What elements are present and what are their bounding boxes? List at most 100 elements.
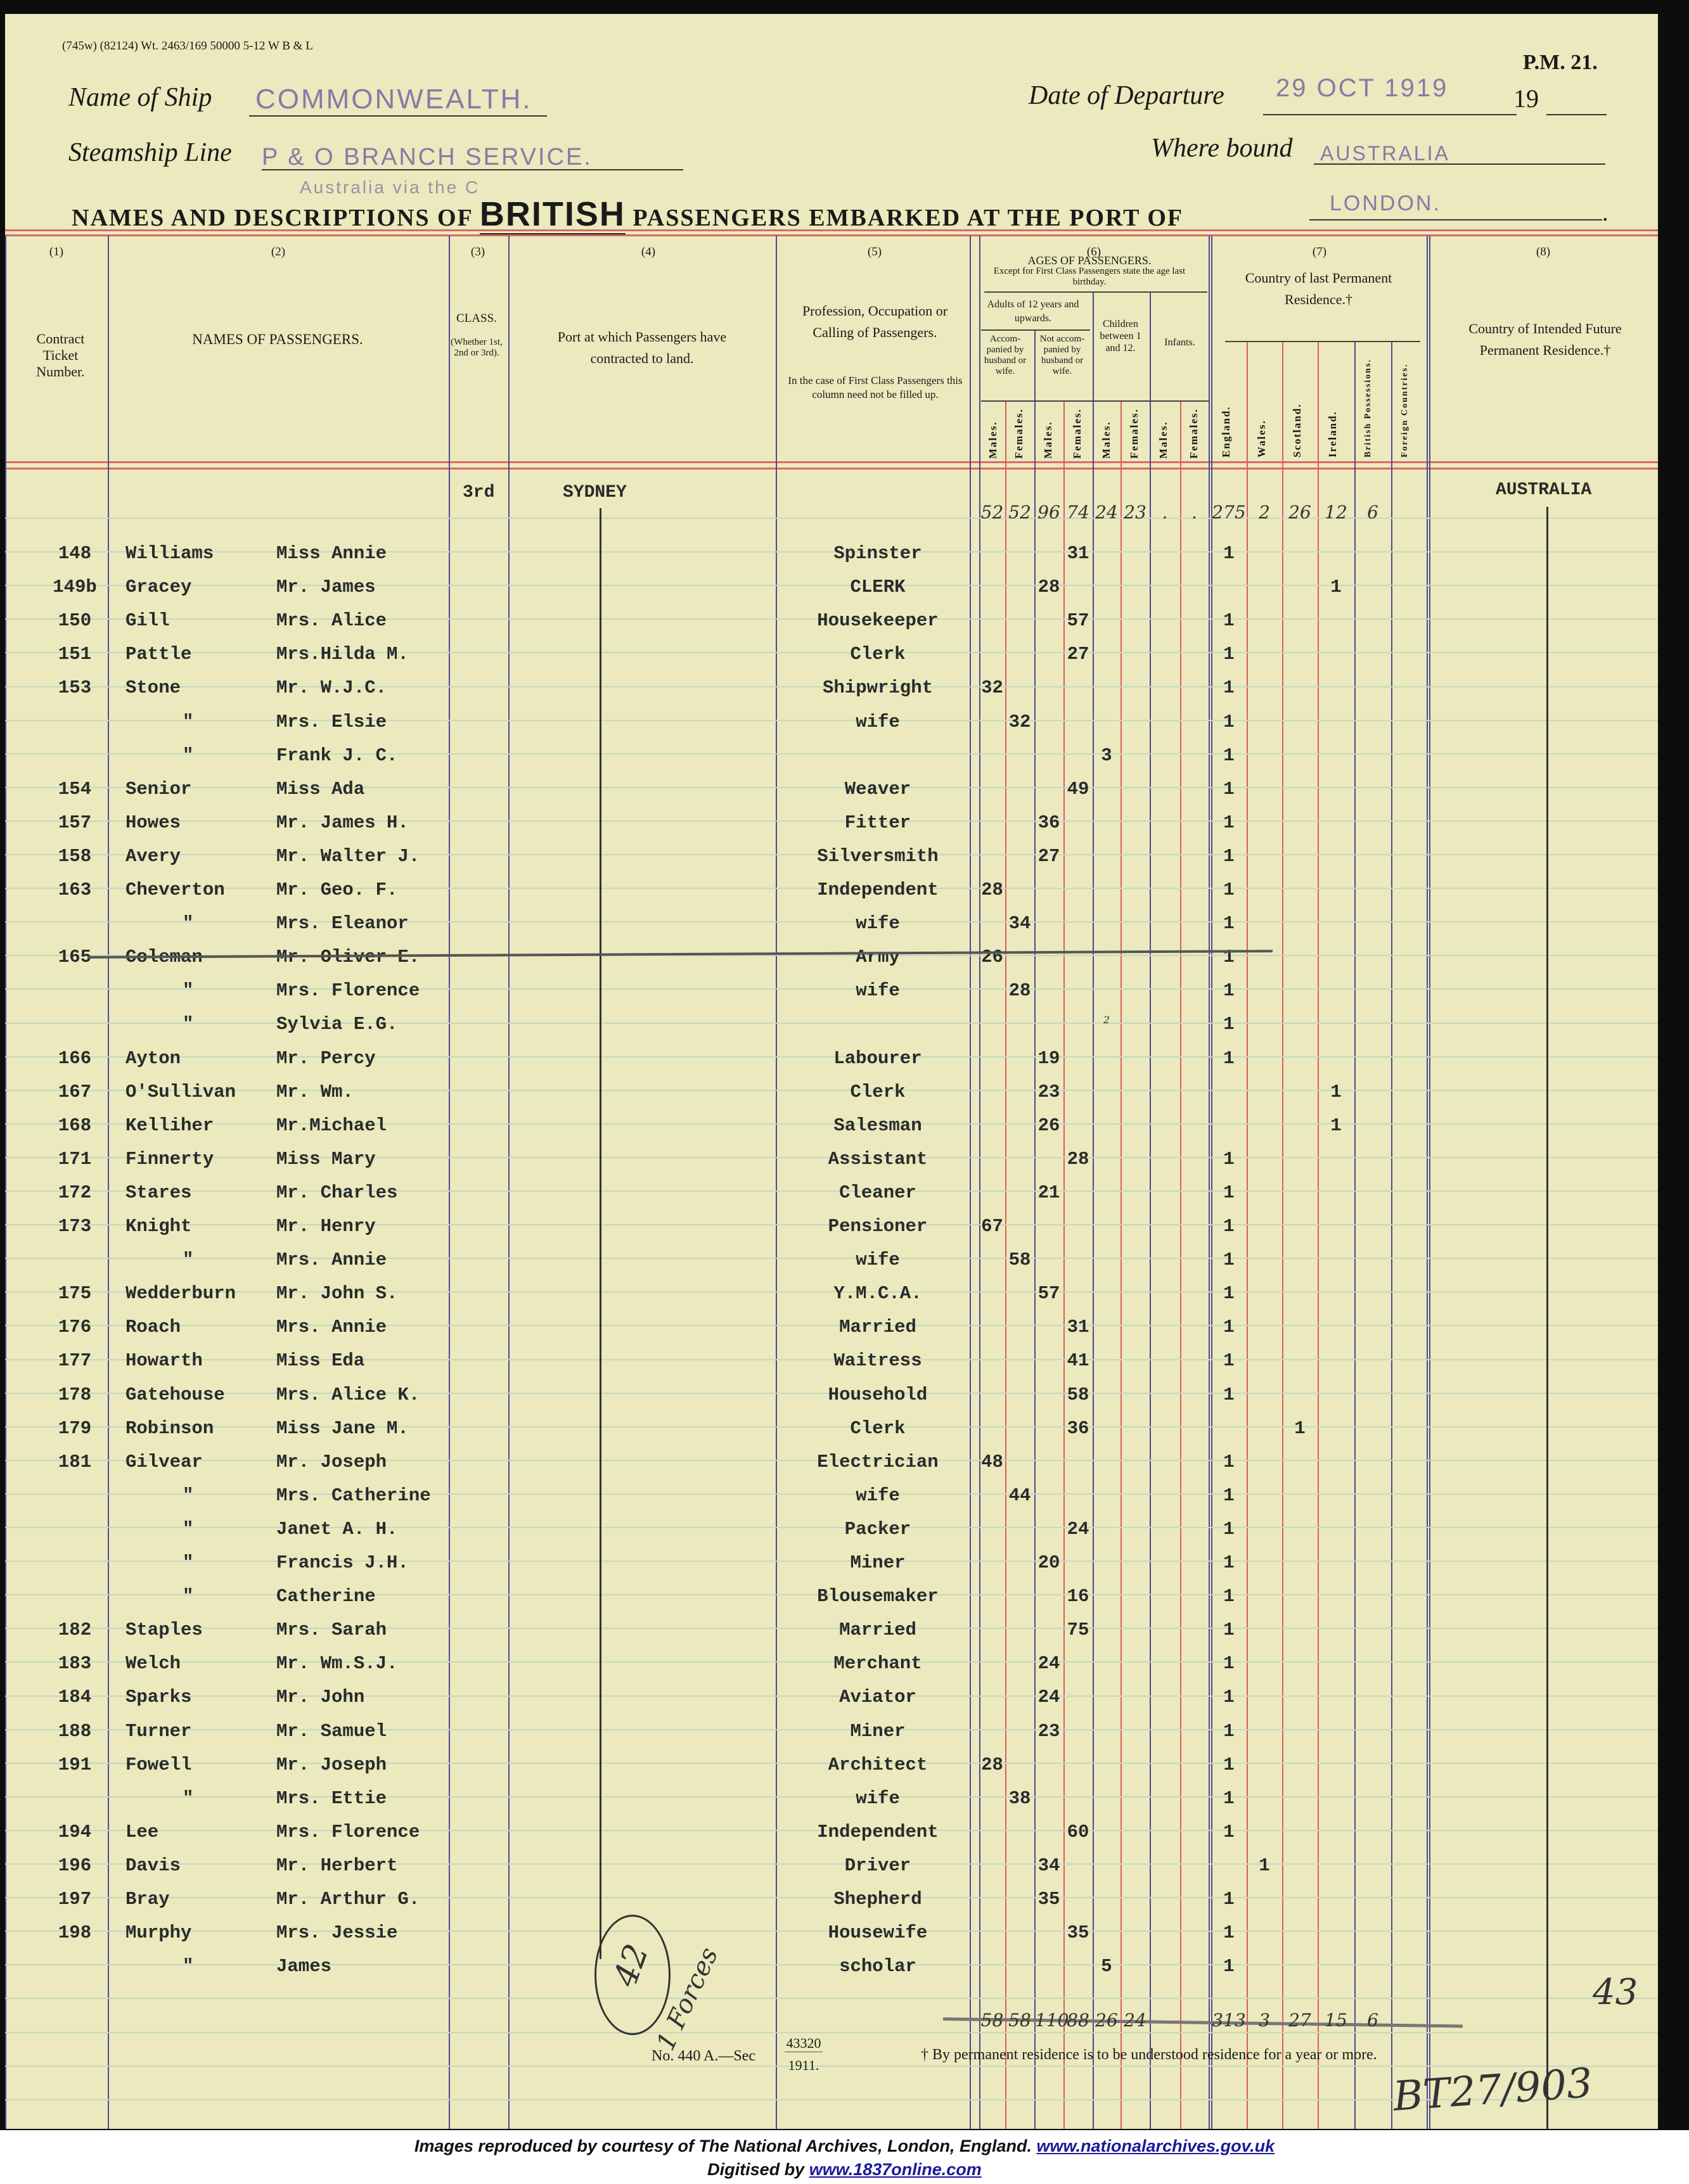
residence-subheader: Ireland. <box>1326 411 1339 457</box>
occupation: Clerk <box>850 1417 906 1439</box>
surname: " <box>183 1787 194 1809</box>
residence-mark: 1 <box>1223 913 1235 935</box>
residence-mark: 1 <box>1223 1586 1235 1607</box>
passenger-row: 171 Finnerty Miss Mary Assistant 28 1 <box>5 1149 1658 1180</box>
ruled-line <box>5 686 1658 687</box>
surname: Turner <box>125 1720 192 1742</box>
carried-age-count: 52 <box>980 502 1004 523</box>
residence-footnote: † By permanent residence is to be unders… <box>921 2047 1377 2063</box>
surname: " <box>183 1249 194 1271</box>
passenger-row: 196 Davis Mr. Herbert Driver 34 1 <box>5 1855 1658 1887</box>
passenger-row: " Mrs. Annie wife 58 1 <box>5 1249 1658 1281</box>
occupation: Driver <box>844 1855 911 1876</box>
form-num-bottom: 1911. <box>788 2057 819 2073</box>
age: 58 <box>1008 1249 1031 1271</box>
occupation: Weaver <box>844 778 911 800</box>
passenger-row: 150 Gill Mrs. Alice Housekeeper 57 1 <box>5 610 1658 642</box>
surname: Roach <box>125 1317 181 1338</box>
given-name: Mr. John S. <box>276 1283 398 1305</box>
surname: Gilvear <box>125 1451 203 1472</box>
form-num-top: 43320 <box>785 2035 823 2052</box>
occupation: Spinster <box>833 543 922 564</box>
ticket-number: 188 <box>58 1720 92 1742</box>
residence-mark: 1 <box>1259 1855 1270 1876</box>
residence-mark: 1 <box>1223 845 1235 867</box>
ruled-line <box>5 1224 1658 1226</box>
occupation: wife <box>856 1485 900 1506</box>
ruled-line <box>5 551 1658 553</box>
surname: " <box>183 744 194 766</box>
total-residence-count: 3 <box>1259 2010 1270 2031</box>
given-name: Mr. Samuel <box>276 1720 387 1742</box>
occupation: Assistant <box>828 1148 928 1170</box>
occupation: Clerk <box>850 1081 906 1102</box>
occupation: wife <box>856 913 900 935</box>
surname: Robinson <box>125 1417 214 1439</box>
1837online-link[interactable]: www.1837online.com <box>809 2160 982 2179</box>
ruled-line <box>5 1561 1658 1562</box>
column-rule <box>1427 236 1428 2129</box>
surname: Lee <box>125 1821 159 1842</box>
surname: " <box>183 711 194 732</box>
age: 34 <box>1037 1855 1060 1876</box>
ticket-number: 191 <box>58 1754 92 1775</box>
age: 28 <box>1037 577 1060 598</box>
passenger-row: 181 Gilvear Mr. Joseph Electrician 48 1 <box>5 1452 1658 1483</box>
carried-residence-count: 6 <box>1367 502 1378 523</box>
red-column-rule <box>1180 402 1181 2129</box>
surname: Welch <box>125 1653 181 1675</box>
line-underline <box>262 169 683 170</box>
age-subheader: Females. <box>1013 408 1025 459</box>
given-name: Mr. Henry <box>276 1216 376 1237</box>
age: 75 <box>1067 1619 1089 1641</box>
given-name: Mr. Percy <box>276 1047 376 1069</box>
header-occupation: Profession, Occupation or Calling of Pas… <box>802 303 948 340</box>
form-code: (745w) (82124) Wt. 2463/169 50000 5-12 W… <box>62 39 313 53</box>
occupation: wife <box>856 1249 900 1271</box>
residence-mark: 1 <box>1223 1014 1235 1035</box>
column-number: (3) <box>470 245 485 259</box>
given-name: Mrs.Hilda M. <box>276 644 409 665</box>
ticket-number: 194 <box>58 1821 92 1842</box>
given-name: Janet A. H. <box>276 1518 398 1540</box>
given-name: Mr. Geo. F. <box>276 879 398 900</box>
ruled-line <box>5 1493 1658 1495</box>
given-name: Mrs. Catherine <box>276 1485 431 1506</box>
carried-age-count: 23 <box>1124 502 1146 523</box>
passenger-row: 198 Murphy Mrs. Jessie Housewife 35 1 <box>5 1922 1658 1954</box>
residence-mark: 1 <box>1223 1384 1235 1405</box>
ruled-line <box>5 1661 1658 1663</box>
passenger-row: 176 Roach Mrs. Annie Married 31 1 <box>5 1317 1658 1348</box>
header-ticket: Contract Ticket Number. <box>36 331 85 380</box>
carried-age-count: . <box>1162 502 1168 523</box>
occupation: Housewife <box>828 1922 928 1944</box>
ruled-line <box>5 753 1658 755</box>
ticket-number: 182 <box>58 1619 92 1641</box>
total-age-count: 88 <box>1067 2010 1089 2031</box>
column-rule <box>108 236 109 2129</box>
national-archives-link[interactable]: www.nationalarchives.gov.uk <box>1036 2136 1275 2155</box>
ticket-number: 158 <box>58 845 92 867</box>
given-name: Mrs. Alice <box>276 610 387 632</box>
surname: Cheverton <box>125 879 225 900</box>
given-name: Mr. John <box>276 1687 365 1708</box>
ticket-number: 168 <box>58 1114 92 1136</box>
given-name: Miss Ada <box>276 778 365 800</box>
ticket-number: 150 <box>58 610 92 632</box>
carried-residence-count: 2 <box>1259 502 1270 523</box>
given-name: Frank J. C. <box>276 744 398 766</box>
given-name: Mrs. Ettie <box>276 1787 387 1809</box>
passenger-row: 173 Knight Mr. Henry Pensioner 67 1 <box>5 1216 1658 1248</box>
header-accompanied: Accom-panied by husband or wife. <box>984 334 1027 376</box>
ruled-line <box>5 820 1658 822</box>
age: 36 <box>1067 1417 1089 1439</box>
total-age-count: 58 <box>1008 2010 1031 2031</box>
passenger-row: 149b Gracey Mr. James CLERK 28 1 <box>5 577 1658 608</box>
blue-column-rule <box>979 236 980 2129</box>
surname: Kelliher <box>125 1114 214 1136</box>
occupation: Married <box>839 1619 916 1641</box>
age: 3 <box>1101 744 1112 766</box>
passenger-row: 148 Williams Miss Annie Spinster 31 1 <box>5 543 1658 575</box>
passenger-row: 158 Avery Mr. Walter J. Silversmith 27 1 <box>5 846 1658 878</box>
ruled-line <box>5 1056 1658 1057</box>
